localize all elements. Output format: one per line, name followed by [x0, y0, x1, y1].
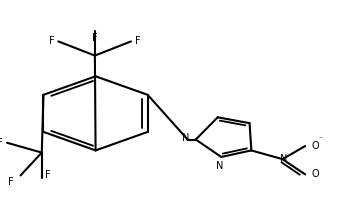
Text: F: F — [48, 36, 54, 46]
Text: F: F — [135, 36, 141, 46]
Text: O: O — [312, 169, 319, 179]
Text: F: F — [8, 177, 13, 187]
Text: N: N — [280, 154, 287, 164]
Text: N: N — [182, 133, 189, 143]
Text: O: O — [312, 141, 319, 151]
Text: ⁻: ⁻ — [319, 135, 323, 143]
Text: F: F — [45, 170, 51, 180]
Text: F: F — [0, 138, 3, 148]
Text: F: F — [92, 33, 98, 43]
Text: N: N — [216, 161, 223, 171]
